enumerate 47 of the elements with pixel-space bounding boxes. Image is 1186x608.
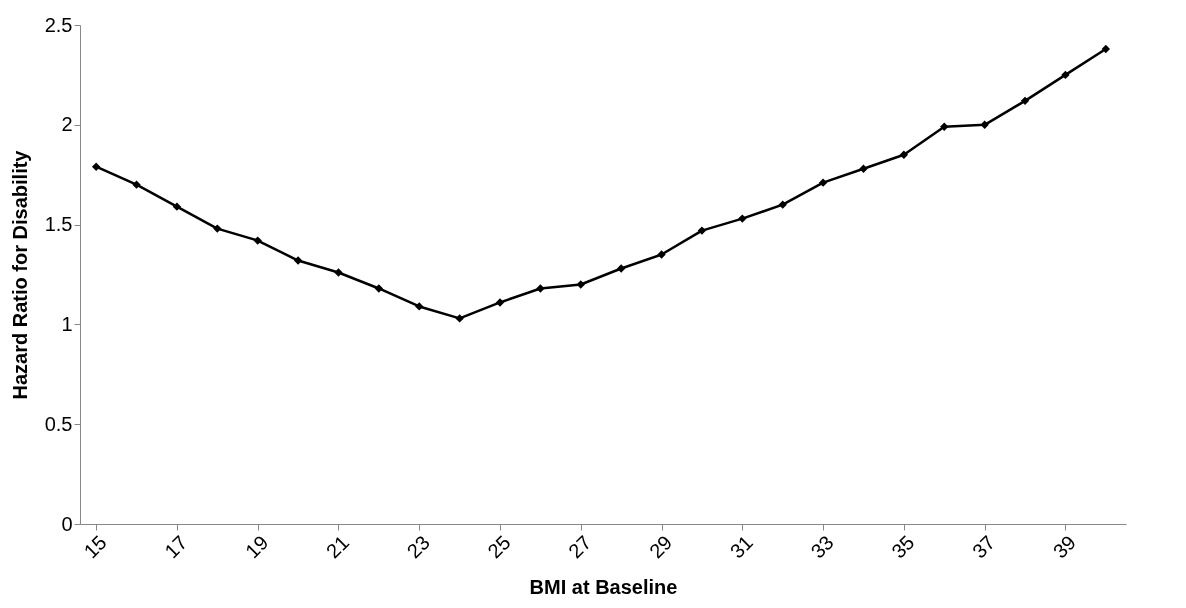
- point: [738, 214, 747, 223]
- x-tick-label: 23: [402, 531, 434, 563]
- point: [374, 284, 384, 293]
- point: [616, 264, 626, 273]
- y-tick-label: 0.5: [44, 412, 73, 435]
- point: [576, 280, 585, 289]
- point: [818, 178, 828, 187]
- y-tick-label: 2.5: [44, 13, 73, 36]
- point: [778, 200, 787, 209]
- point: [1101, 44, 1110, 54]
- point: [172, 202, 182, 211]
- x-tick-label: 17: [160, 531, 192, 563]
- x-tick-label: 19: [241, 531, 273, 563]
- point: [899, 150, 909, 159]
- point: [859, 164, 868, 173]
- point: [132, 180, 141, 189]
- y-tick-label: 0: [61, 512, 73, 535]
- y-axis-title: Hazard Ratio for Disability: [8, 149, 31, 400]
- x-tick-label: 25: [483, 531, 515, 563]
- point: [940, 122, 949, 131]
- x-tick-label: 21: [321, 531, 354, 563]
- x-tick-label: 31: [725, 531, 757, 563]
- point: [657, 250, 666, 259]
- x-axis-title: BMI at Baseline: [529, 576, 678, 599]
- point: [980, 120, 989, 129]
- x-tick-label: 15: [79, 531, 111, 563]
- x-tick-label: 39: [1048, 531, 1081, 563]
- x-tick-label: 29: [644, 531, 677, 563]
- point: [253, 236, 262, 245]
- point: [415, 302, 424, 311]
- y-tick-label: 1: [61, 312, 73, 335]
- x-tick-label: 37: [968, 531, 1000, 563]
- x-tick-label: 27: [564, 531, 596, 563]
- point: [495, 298, 505, 307]
- point: [1061, 70, 1070, 80]
- point: [213, 224, 222, 233]
- point: [455, 314, 464, 323]
- x-tick-label: 33: [806, 531, 838, 563]
- point: [536, 284, 545, 293]
- y-tick-label: 2: [61, 113, 73, 136]
- x-tick-label: 35: [887, 531, 919, 563]
- point: [91, 162, 101, 171]
- point: [697, 226, 707, 235]
- y-tick-label: 1.5: [44, 213, 73, 236]
- point: [1020, 96, 1030, 106]
- point: [334, 268, 343, 277]
- point: [293, 256, 303, 265]
